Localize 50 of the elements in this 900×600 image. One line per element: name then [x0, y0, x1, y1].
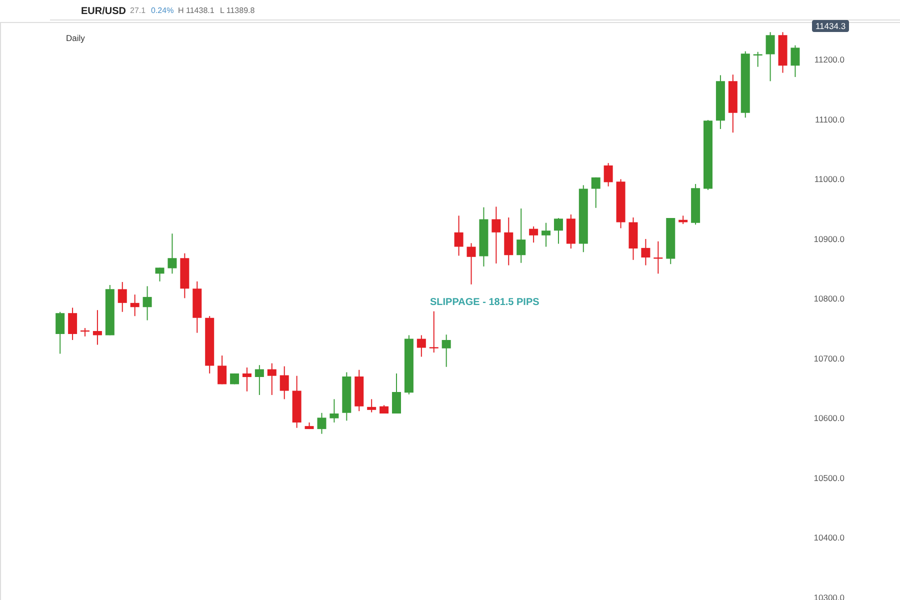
text: H 11438.1	[178, 6, 215, 15]
candlestick	[416, 334, 426, 358]
text: 27.1	[130, 6, 146, 15]
candlestick	[442, 334, 451, 368]
candlestick	[529, 226, 538, 244]
candlestick	[267, 362, 276, 396]
text: Daily	[66, 33, 86, 43]
annotation: SLIPPAGE - 181.5 PIPS	[430, 297, 540, 308]
candlestick	[516, 208, 526, 264]
candlestick	[317, 412, 326, 434]
chart-title: EUR/USD	[81, 6, 126, 17]
candlestick	[554, 218, 563, 244]
candlestick	[790, 44, 800, 78]
candlestick	[542, 222, 551, 248]
y-tick-label: 11200.0	[814, 54, 845, 65]
candlestick	[367, 398, 376, 413]
candlestick	[142, 286, 152, 321]
candlestick	[429, 310, 438, 354]
text: 0.24%	[151, 6, 174, 15]
y-tick-label: 10400.0	[814, 532, 845, 543]
candlestick	[68, 307, 78, 340]
candlestick	[454, 215, 464, 256]
candlestick	[242, 366, 252, 392]
y-tick-label: 10800.0	[814, 294, 845, 304]
y-tick-label: 10900.0	[814, 234, 845, 244]
candlestick	[392, 372, 401, 414]
candlestick	[492, 206, 501, 264]
text: 11434.3	[815, 21, 846, 31]
candlestick	[254, 364, 264, 396]
candlestick	[155, 267, 164, 282]
y-tick-label: 11000.0	[814, 174, 845, 184]
candlestick	[466, 242, 476, 285]
candlestick	[56, 311, 65, 354]
y-tick-label: 10700.0	[814, 353, 845, 364]
candlestick	[92, 310, 102, 346]
candlestick	[130, 294, 140, 317]
candlestick	[641, 238, 650, 266]
candlestick	[168, 233, 177, 274]
y-tick-label: 10500.0	[814, 472, 845, 483]
candlestick	[280, 366, 289, 400]
text: L 11389.8	[220, 6, 256, 15]
candlestick	[604, 162, 613, 187]
candlestick	[504, 216, 514, 266]
candlestick	[766, 32, 775, 82]
y-tick-label: 10600.0	[814, 413, 845, 424]
candlestick	[591, 176, 600, 208]
candlestick	[218, 355, 227, 385]
candlestick	[330, 398, 339, 423]
candlestick	[118, 282, 127, 312]
y-tick-label: 11100.0	[815, 114, 845, 124]
